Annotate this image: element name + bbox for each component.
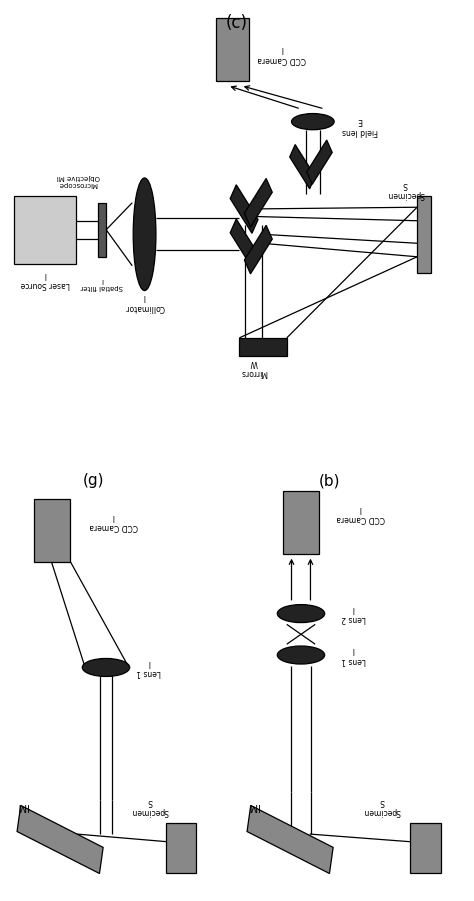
Text: Specimen
S: Specimen S (386, 179, 424, 199)
Bar (98, 203, 106, 257)
Bar (216, 18, 249, 81)
Text: Specimen
S: Specimen S (363, 796, 401, 816)
Text: CCD Camera
I: CCD Camera I (89, 512, 138, 532)
Text: CCD Camera
I: CCD Camera I (258, 44, 306, 64)
Bar (410, 823, 441, 872)
Bar (247, 805, 333, 873)
Text: (b): (b) (319, 473, 340, 488)
Bar (307, 140, 332, 185)
Ellipse shape (292, 114, 334, 130)
Text: Mirrors
W: Mirrors W (240, 358, 267, 378)
Bar (417, 196, 431, 272)
Text: IM: IM (247, 801, 259, 811)
Ellipse shape (82, 659, 130, 677)
Text: Specimen
S: Specimen S (131, 796, 169, 816)
Bar (14, 196, 76, 263)
Ellipse shape (277, 646, 325, 664)
Text: Spatial filter
I: Spatial filter I (81, 278, 123, 290)
Bar (230, 185, 258, 233)
Text: Lens 1
I: Lens 1 I (341, 645, 365, 665)
Bar (245, 178, 272, 227)
Bar (34, 499, 70, 562)
Bar (166, 823, 196, 872)
Text: Microscope
Objective MI: Microscope Objective MI (56, 174, 100, 187)
Text: (c): (c) (226, 14, 248, 32)
Bar (230, 219, 258, 268)
Ellipse shape (133, 178, 156, 290)
Text: Laser Source
I: Laser Source I (20, 269, 70, 289)
Text: Lens 2
I: Lens 2 I (341, 604, 365, 623)
Bar (239, 338, 287, 356)
Text: Collimator
I: Collimator I (125, 292, 164, 312)
Bar (245, 225, 272, 274)
Bar (17, 805, 103, 873)
Text: CCD Camera
I: CCD Camera I (336, 504, 384, 523)
Ellipse shape (277, 605, 325, 623)
Text: Field lens
E: Field lens E (342, 116, 378, 136)
Text: Lens 1
I: Lens 1 I (136, 658, 161, 678)
Text: (g): (g) (83, 473, 104, 488)
Text: IM: IM (17, 801, 28, 811)
Bar (290, 144, 315, 189)
Bar (283, 491, 319, 554)
